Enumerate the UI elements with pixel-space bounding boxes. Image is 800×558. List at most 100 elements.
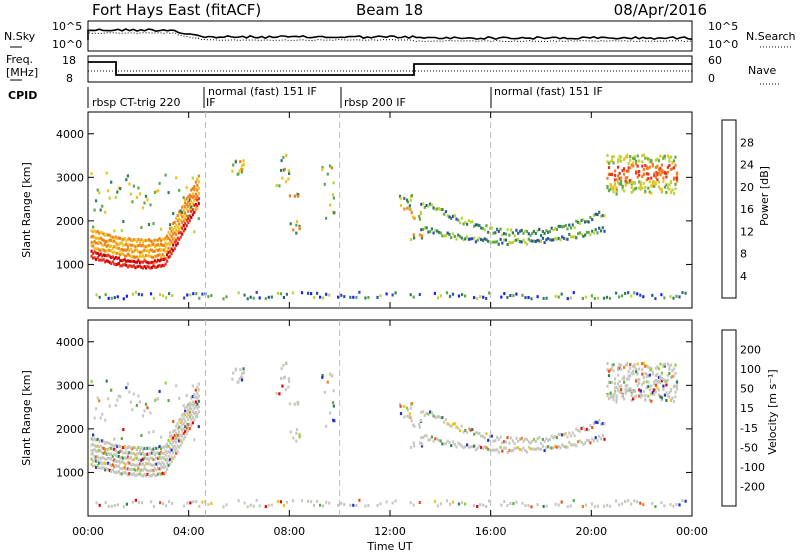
velocity-cell (195, 500, 198, 504)
velocity-cell (160, 456, 163, 460)
power-cell (564, 237, 567, 241)
velocity-cell (559, 432, 562, 436)
velocity-cell (508, 441, 511, 445)
colorbar-tick-label: 24 (740, 159, 754, 172)
velocity-cell (496, 448, 499, 452)
velocity-cell (264, 505, 267, 509)
velocity-cell (650, 384, 653, 388)
power-cell (135, 244, 138, 248)
power-cell (99, 241, 102, 245)
velocity-cell (332, 404, 335, 408)
velocity-cell (190, 417, 193, 421)
velocity-cell (446, 422, 449, 426)
velocity-cell (155, 468, 158, 472)
power-cell (439, 208, 442, 212)
power-cell (164, 257, 167, 261)
power-cell (189, 293, 192, 297)
power-cell (413, 236, 416, 240)
power-cell (582, 234, 585, 238)
power-cell (99, 208, 102, 212)
power-cell (591, 218, 594, 222)
power-cell (284, 180, 288, 184)
power-cell (138, 261, 141, 264)
power-cell (645, 165, 648, 169)
velocity-cell (175, 440, 178, 444)
power-cell (170, 229, 173, 233)
power-cell (367, 296, 370, 299)
power-cell (580, 218, 583, 222)
power-cell (504, 232, 507, 236)
velocity-cell (524, 449, 527, 452)
velocity-cell (126, 460, 129, 464)
power-cell (611, 159, 614, 162)
velocity-cell (606, 384, 609, 388)
velocity-cell (651, 370, 654, 374)
velocity-cell (190, 396, 193, 400)
power-cell (98, 248, 101, 252)
velocity-cell (409, 501, 412, 505)
velocity-cell (596, 504, 600, 508)
velocity-cell (376, 503, 379, 507)
velocity-cell (181, 423, 184, 427)
velocity-cell (239, 368, 242, 372)
power-cell (132, 243, 135, 247)
velocity-cell (451, 422, 455, 426)
colorbar-tick-label: -15 (740, 422, 758, 435)
power-cell (419, 211, 422, 214)
power-cell (599, 229, 603, 233)
power-cell (557, 295, 560, 299)
velocity-colorbar-label: Velocity [m s⁻¹] (766, 369, 779, 454)
velocity-cell (92, 433, 95, 437)
velocity-cell (129, 455, 132, 459)
velocity-cell (462, 446, 465, 450)
velocity-cell (135, 403, 138, 407)
velocity-cell (422, 436, 425, 439)
power-cell (630, 181, 633, 185)
velocity-cell (196, 402, 199, 406)
power-cell (169, 223, 172, 227)
power-cell (647, 172, 650, 176)
power-cell (515, 238, 518, 242)
power-cell (443, 212, 446, 216)
power-cell (191, 208, 194, 212)
power-cell (166, 249, 169, 253)
velocity-cell (172, 420, 175, 423)
velocity-cell (457, 502, 461, 506)
velocity-cell (113, 504, 116, 508)
power-cell (108, 254, 111, 258)
power-cell (474, 240, 477, 244)
power-cell (191, 192, 194, 196)
velocity-cell (408, 415, 411, 419)
power-cell (518, 229, 522, 233)
power-cell (193, 230, 196, 234)
power-cell (612, 187, 615, 191)
velocity-cell (116, 444, 119, 448)
velocity-cell (146, 469, 149, 473)
power-cell (662, 156, 665, 160)
velocity-cell (668, 367, 671, 371)
velocity-cell (182, 422, 185, 426)
velocity-cell (617, 388, 620, 392)
velocity-cell (90, 457, 93, 461)
velocity-cell (668, 395, 671, 399)
power-cell (657, 167, 660, 171)
power-cell (638, 169, 641, 173)
velocity-cell (627, 370, 630, 374)
velocity-cell (635, 367, 638, 371)
velocity-cell (125, 450, 128, 454)
power-cell (323, 182, 326, 186)
power-cell (188, 198, 191, 202)
velocity-cell (510, 449, 513, 453)
velocity-cell (615, 499, 618, 503)
power-cell (144, 194, 148, 198)
velocity-cell (158, 461, 161, 465)
velocity-panel-frame (87, 319, 693, 517)
power-cell (522, 238, 525, 242)
power-cell (258, 296, 261, 300)
velocity-cell (578, 429, 581, 433)
velocity-cell (146, 457, 149, 461)
power-cell (207, 295, 210, 299)
velocity-cell (636, 378, 639, 382)
power-cell (135, 260, 138, 264)
power-cell (650, 176, 653, 180)
